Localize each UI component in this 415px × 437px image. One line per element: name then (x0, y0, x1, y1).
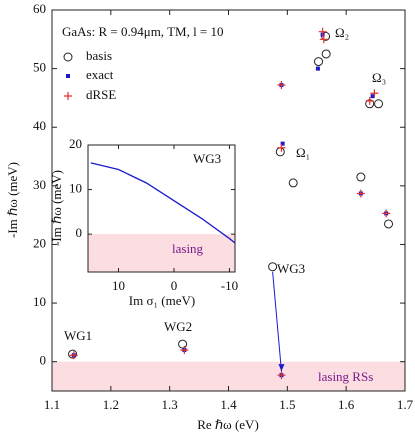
label: WG1 (64, 328, 92, 343)
x-tick-label: -10 (221, 278, 238, 293)
marker (370, 94, 375, 99)
x-tick-label: 1.2 (103, 397, 119, 412)
marker (314, 57, 324, 67)
marker (370, 89, 379, 98)
marker (277, 371, 286, 380)
marker (365, 96, 374, 105)
marker (280, 141, 285, 146)
marker (318, 27, 327, 36)
y-tick-label: 0 (40, 353, 47, 368)
marker (374, 99, 384, 109)
y-tick-label: 10 (33, 294, 46, 309)
marker (319, 35, 328, 44)
y-tick-label: 10 (69, 181, 82, 196)
y-tick-label: 50 (33, 60, 46, 75)
label: Ω₂ (335, 25, 349, 40)
x-tick-label: 1.6 (338, 397, 355, 412)
inset-x-label: Im σ₁ (meV) (129, 293, 195, 308)
marker (356, 172, 366, 182)
marker (384, 219, 394, 229)
marker (288, 178, 298, 188)
inset: WG3 lasing Im σ₁ (meV) -Im ℏω (meV) 10 0 -… (49, 136, 238, 308)
marker (268, 262, 278, 272)
marker (180, 345, 189, 354)
marker (275, 147, 285, 157)
inset-title: WG3 (193, 151, 221, 166)
y-tick-label: 20 (33, 235, 46, 250)
y-tick-label: 30 (33, 177, 46, 192)
legend-label: basis (86, 48, 112, 63)
arrow-head (278, 364, 285, 372)
y-axis-label: -Im ℏω (meV) (5, 162, 20, 238)
label: Ω₁ (296, 145, 310, 160)
x-tick-label: 10 (112, 278, 125, 293)
y-tick-label: 0 (76, 225, 83, 240)
marker (321, 49, 331, 59)
x-tick-label: 0 (171, 278, 178, 293)
y-tick-label: 40 (33, 118, 46, 133)
marker (382, 209, 391, 218)
region-label: lasing (172, 241, 204, 256)
marker (356, 189, 365, 198)
label: Ω₃ (372, 70, 386, 85)
inset-y-label: -Im ℏω (meV) (49, 170, 64, 246)
lasing-region (88, 234, 235, 272)
legend-marker (64, 92, 72, 100)
legend-label: exact (86, 67, 114, 82)
inset-frame (87, 144, 236, 273)
x-tick-label: 1.1 (44, 397, 60, 412)
arrow (272, 271, 282, 372)
marker (277, 143, 286, 152)
annotation: GaAs: R = 0.94μm, TM, l = 10 (62, 24, 224, 39)
y-tick-label: 20 (69, 136, 82, 151)
label: WG3 (277, 261, 305, 276)
x-tick-label: 1.7 (397, 397, 414, 412)
curve (90, 162, 236, 244)
x-tick-label: 1.4 (220, 397, 237, 412)
marker (68, 349, 78, 359)
legend-label: dRSE (86, 87, 116, 102)
x-axis-label: Re ℏω (eV) (197, 417, 259, 432)
label: lasing RSs (318, 369, 373, 384)
marker (277, 81, 286, 90)
y-tick-label: 60 (33, 1, 46, 16)
marker (315, 66, 320, 71)
legend-marker (66, 74, 70, 78)
label: WG2 (164, 319, 192, 334)
marker (69, 351, 78, 360)
x-tick-label: 1.3 (162, 397, 178, 412)
x-tick-label: 1.5 (279, 397, 295, 412)
legend-marker (63, 52, 73, 62)
marker (178, 339, 188, 349)
